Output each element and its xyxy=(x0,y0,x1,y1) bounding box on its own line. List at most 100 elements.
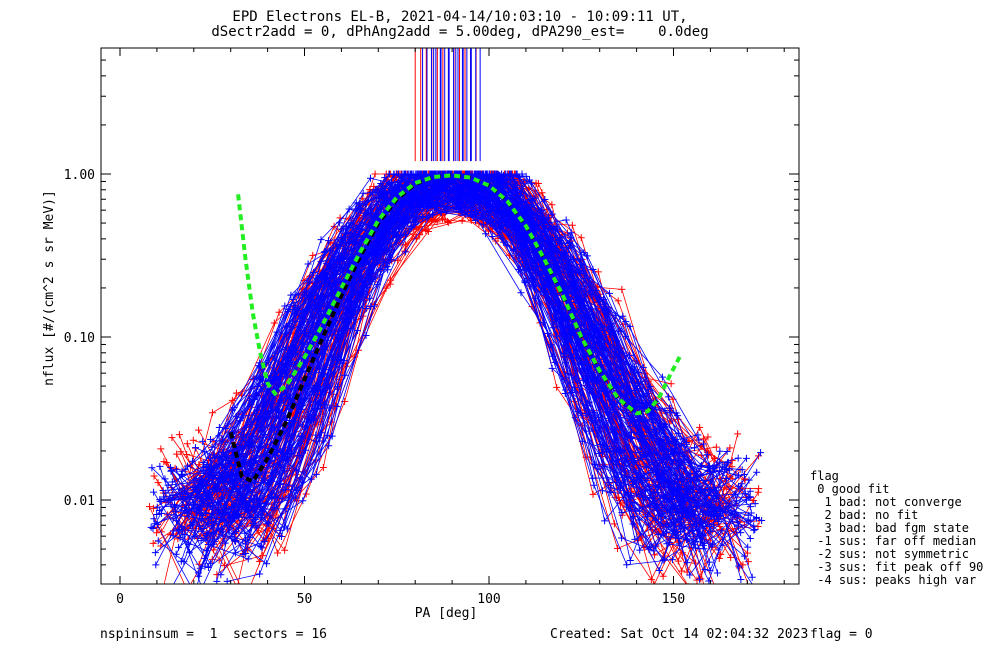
data-point xyxy=(739,561,747,569)
data-point xyxy=(321,350,329,358)
data-point xyxy=(368,188,376,196)
footer-nspininsum: nspininsum = 1 sectors = 16 xyxy=(100,627,327,642)
data-point xyxy=(218,436,226,444)
data-point xyxy=(491,170,499,178)
data-point xyxy=(653,581,655,584)
data-point xyxy=(260,538,268,546)
data-point xyxy=(643,475,651,483)
data-point xyxy=(699,542,707,550)
data-point xyxy=(200,464,208,472)
data-point xyxy=(631,507,639,515)
data-point xyxy=(526,212,534,220)
y-tick-label: 0.10 xyxy=(64,331,95,346)
data-point xyxy=(561,352,569,360)
data-point xyxy=(316,405,324,413)
data-point xyxy=(618,447,626,455)
data-point xyxy=(432,206,440,214)
data-point xyxy=(273,494,281,502)
data-point xyxy=(312,470,320,478)
plot-frame xyxy=(100,47,800,585)
data-point xyxy=(257,478,265,486)
data-point xyxy=(328,432,336,440)
data-point xyxy=(242,594,249,601)
data-point xyxy=(579,302,587,310)
data-trace xyxy=(196,173,747,526)
data-point xyxy=(294,307,302,315)
data-point xyxy=(269,364,277,372)
data-point xyxy=(317,236,325,244)
data-point xyxy=(255,557,263,565)
data-point xyxy=(157,445,165,453)
data-point xyxy=(644,512,652,520)
data-point xyxy=(703,583,705,584)
data-point xyxy=(674,484,682,492)
data-point xyxy=(655,567,663,575)
data-trace xyxy=(177,184,715,534)
data-point xyxy=(594,268,602,276)
data-trace xyxy=(159,173,717,500)
data-point xyxy=(745,476,753,484)
data-point xyxy=(738,466,746,474)
data-point xyxy=(677,501,685,509)
data-point xyxy=(171,464,179,472)
data-point xyxy=(622,503,630,511)
data-point xyxy=(548,364,556,372)
data-point xyxy=(257,511,265,519)
data-point xyxy=(175,431,183,439)
data-point xyxy=(233,584,240,591)
data-point xyxy=(212,461,220,469)
data-point xyxy=(277,533,285,541)
data-point xyxy=(191,444,199,452)
data-point xyxy=(283,525,291,533)
data-point xyxy=(718,463,726,471)
data-point xyxy=(172,465,180,473)
data-point xyxy=(685,457,693,465)
data-point xyxy=(387,256,395,264)
data-point xyxy=(585,427,593,435)
data-point xyxy=(636,546,644,554)
data-point xyxy=(258,544,266,552)
data-point xyxy=(482,230,490,238)
data-point xyxy=(153,510,161,518)
data-point xyxy=(422,190,430,198)
x-axis-label: PA [deg] xyxy=(415,606,478,621)
data-point xyxy=(727,553,735,561)
data-point xyxy=(253,403,261,411)
data-point xyxy=(150,515,158,523)
data-point xyxy=(263,560,271,568)
data-point xyxy=(156,462,164,470)
data-point xyxy=(695,436,703,444)
data-point xyxy=(177,470,185,478)
data-point xyxy=(401,247,409,255)
data-point xyxy=(713,493,721,501)
data-point xyxy=(616,356,624,364)
data-point xyxy=(195,426,203,434)
data-point xyxy=(618,285,626,293)
data-point xyxy=(444,190,452,198)
data-point xyxy=(274,449,282,457)
data-point xyxy=(282,323,290,331)
data-point xyxy=(256,570,264,578)
data-point xyxy=(244,555,252,563)
data-point xyxy=(647,576,655,584)
data-point xyxy=(663,540,671,548)
data-point xyxy=(610,520,618,528)
data-point xyxy=(743,549,751,557)
data-point xyxy=(281,302,289,310)
x-tick-label: 50 xyxy=(297,592,313,607)
data-point xyxy=(285,481,293,489)
data-point xyxy=(521,266,529,274)
data-point xyxy=(206,559,214,567)
data-point xyxy=(748,573,756,581)
data-point xyxy=(744,558,752,566)
data-point xyxy=(743,496,751,504)
data-point xyxy=(380,219,388,227)
data-point xyxy=(255,362,263,370)
data-point xyxy=(172,550,180,558)
data-point xyxy=(675,540,683,548)
data-point xyxy=(417,202,425,210)
data-point xyxy=(696,423,704,431)
legend-item: -1 sus: far off median xyxy=(810,534,977,548)
data-point xyxy=(325,442,333,450)
data-point xyxy=(359,189,367,197)
